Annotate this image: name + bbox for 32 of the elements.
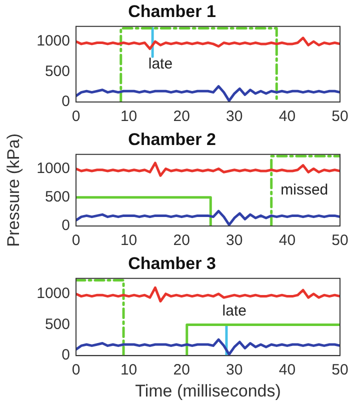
y-tick-label: 1000 [36,284,70,302]
annotation: late [222,302,246,320]
x-tick-label: 50 [332,108,348,126]
annotation: late [148,55,173,72]
x-tick-label: 20 [173,232,190,250]
y-tick-label: 500 [44,62,70,80]
y-tick-label: 0 [62,93,70,110]
x-tick-label: 50 [332,232,348,250]
x-tick-label: 40 [278,362,296,379]
y-tick-label: 500 [44,316,70,333]
x-tick-label: 30 [226,362,243,379]
y-axis-title: Pressure (kPa) [4,134,23,247]
x-axis-title: Time (milliseconds) [135,381,281,400]
x-tick-label: 40 [278,232,296,250]
x-tick-label: 20 [173,108,190,126]
y-tick-label: 1000 [36,32,70,50]
x-tick-label: 30 [226,232,243,250]
x-tick-label: 20 [173,362,190,379]
chart-title: Chamber 1 [128,2,216,21]
y-tick-label: 0 [62,217,70,234]
chart-title: Chamber 2 [128,130,216,149]
y-tick-label: 0 [62,346,70,364]
y-tick-label: 1000 [36,160,70,177]
chart-title: Chamber 3 [128,254,216,273]
x-tick-label: 40 [278,108,296,126]
x-tick-label: 10 [120,108,138,126]
x-tick-label: 10 [120,362,138,379]
y-tick-label: 500 [44,188,70,206]
x-tick-label: 10 [120,232,138,250]
x-tick-label: 30 [226,108,243,126]
annotation: missed [280,181,328,198]
x-tick-label: 50 [332,362,348,379]
